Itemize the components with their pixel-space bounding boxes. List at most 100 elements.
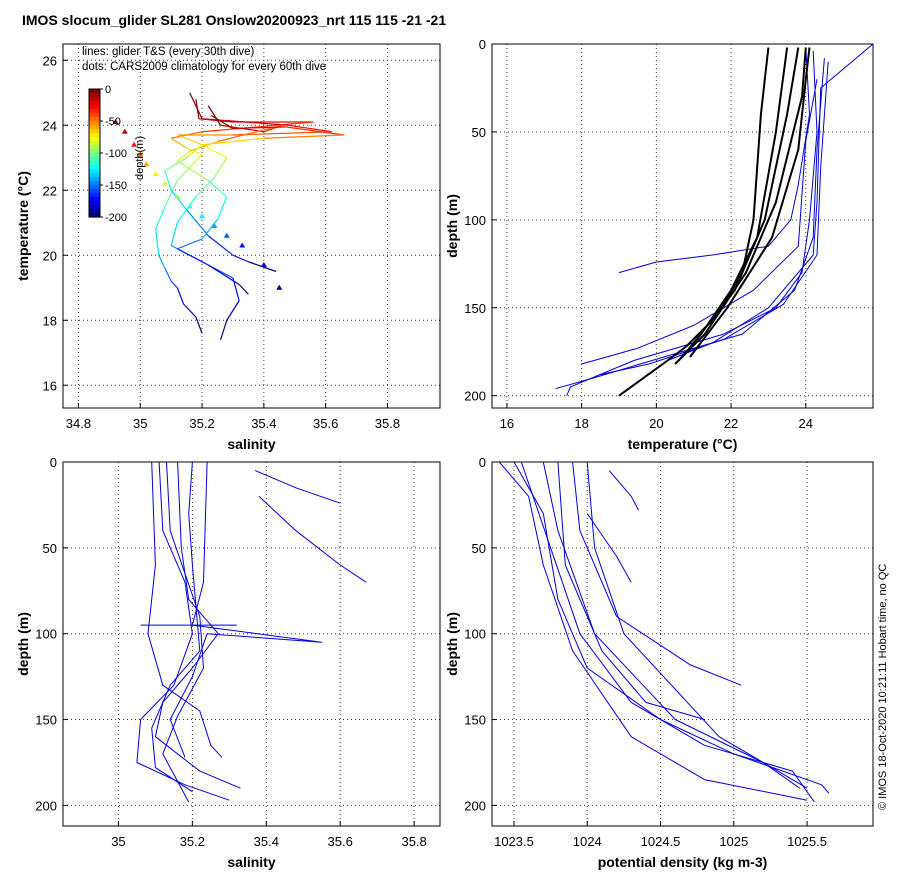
glider-ts-segment	[158, 254, 166, 269]
glider-ts-segment	[177, 134, 203, 146]
cars-climatology-point	[137, 151, 144, 157]
glider-profile-line	[513, 462, 830, 794]
glider-ts-segment	[216, 196, 228, 220]
glider-ts-segment	[155, 229, 160, 256]
cars-climatology-point	[223, 232, 230, 238]
colorbar-band	[89, 165, 100, 170]
glider-ts-segment	[170, 189, 188, 211]
glider-profile-line	[498, 462, 808, 801]
x-axis-label: salinity	[227, 436, 275, 452]
glider-profile-line	[581, 79, 818, 365]
glider-ts-segment	[189, 154, 203, 168]
glider-profile-line	[667, 44, 873, 361]
axes-frame	[62, 43, 441, 409]
colorbar-band	[89, 209, 100, 214]
y-tick-label: 18	[43, 313, 57, 328]
glider-ts-segment	[170, 222, 178, 246]
y-tick-label: 200	[464, 389, 486, 404]
glider-ts-segment	[201, 137, 264, 146]
y-tick-label: 150	[464, 713, 486, 728]
glider-ts-segment	[164, 170, 172, 191]
colorbar-band	[89, 197, 100, 202]
x-tick-label: 20	[649, 416, 663, 431]
colorbar-tick-label: -100	[105, 148, 127, 160]
timestamp-note: © IMOS 18-Oct-2020 10:21:11 Hobart time,…	[877, 564, 889, 810]
glider-ts-segment	[189, 92, 203, 120]
y-tick-label: 24	[43, 118, 57, 133]
plot-data	[112, 92, 345, 340]
colorbar-band	[89, 141, 100, 146]
y-tick-label: 50	[472, 541, 486, 556]
colorbar-band	[89, 213, 100, 218]
glider-profile-line	[520, 462, 815, 803]
glider-ts-segment	[176, 167, 191, 181]
colorbar-tick-label: -50	[105, 116, 121, 128]
glider-profile-line	[151, 462, 201, 793]
salinity-depth-axes: 35 35.2 35.4 35.6 35.8 0 50 100 150 200 salinity de…	[15, 455, 441, 870]
glider-ts-segment	[176, 287, 185, 305]
y-axis-label: temperature (°C)	[15, 171, 31, 281]
plot-data	[136, 462, 367, 803]
x-axis-label: temperature (°C)	[628, 436, 738, 452]
cars-climatology-point	[143, 161, 150, 167]
glider-ts-segment	[207, 235, 234, 256]
glider-ts-segment	[220, 320, 228, 340]
cars-climatology-point	[211, 223, 218, 228]
glider-profile-line	[600, 61, 829, 376]
y-axis-label: depth (m)	[15, 612, 31, 676]
x-tick-label: 1024.5	[641, 834, 681, 849]
cars-climatology-point	[131, 141, 138, 147]
colorbar-band	[89, 109, 100, 114]
glider-ts-segment	[285, 126, 345, 136]
plot-data	[498, 462, 830, 803]
x-axis-label: potential density (kg m-3)	[598, 854, 768, 870]
glider-ts-segment	[176, 150, 191, 162]
x-tick-label: 1025	[719, 834, 748, 849]
legend-line-glider: lines: glider T&S (every 30th dive)	[82, 46, 255, 58]
y-tick-label: 26	[43, 53, 57, 68]
colorbar-tick-label: -150	[105, 180, 127, 192]
glider-ts-segment	[186, 144, 203, 159]
y-tick-label: 150	[464, 301, 486, 316]
colorbar-band	[89, 93, 100, 98]
glider-ts-segment	[217, 124, 283, 143]
glider-ts-segment	[207, 264, 240, 286]
glider-ts-segment	[164, 157, 187, 172]
colorbar-band	[89, 193, 100, 198]
x-tick-label: 16	[500, 416, 514, 431]
cars-climatology-point	[260, 262, 267, 267]
y-tick-label: 200	[464, 798, 486, 813]
y-tick-label: 150	[35, 713, 57, 728]
colorbar-band	[89, 161, 100, 166]
glider-profile-line	[586, 513, 632, 583]
glider-profile-line	[608, 470, 639, 511]
plot-data	[555, 44, 873, 397]
colorbar-band	[89, 113, 100, 118]
colorbar-band	[89, 181, 100, 186]
cars-profile-line	[689, 47, 811, 358]
x-tick-label: 34.8	[66, 416, 91, 431]
x-tick-label: 35.8	[401, 834, 426, 849]
glider-ts-segment	[226, 300, 240, 321]
glider-ts-segment	[186, 209, 209, 237]
glider-profile-line	[555, 58, 825, 390]
x-tick-label: 35.8	[375, 416, 400, 431]
x-tick-label: 35	[111, 834, 125, 849]
temperature-depth-axes: 16 18 20 22 24 0 50 100 150 200 temperature (°C) de…	[444, 37, 874, 452]
glider-profile-line	[154, 462, 241, 789]
y-tick-label: 0	[479, 455, 486, 470]
glider-profile-line	[136, 462, 230, 801]
glider-profile-line	[258, 495, 367, 583]
cars-climatology-point	[121, 128, 128, 134]
axes-frame	[491, 43, 874, 409]
colorbar-band	[89, 201, 100, 206]
glider-ts-segment	[177, 238, 203, 250]
y-tick-label: 200	[35, 798, 57, 813]
colorbar-band	[89, 121, 100, 126]
x-tick-label: 24	[799, 416, 813, 431]
x-tick-label: 35.2	[180, 834, 205, 849]
colorbar-tick-label: -200	[105, 212, 127, 224]
glider-ts-segment	[238, 284, 249, 295]
glider-ts-segment	[263, 134, 345, 139]
